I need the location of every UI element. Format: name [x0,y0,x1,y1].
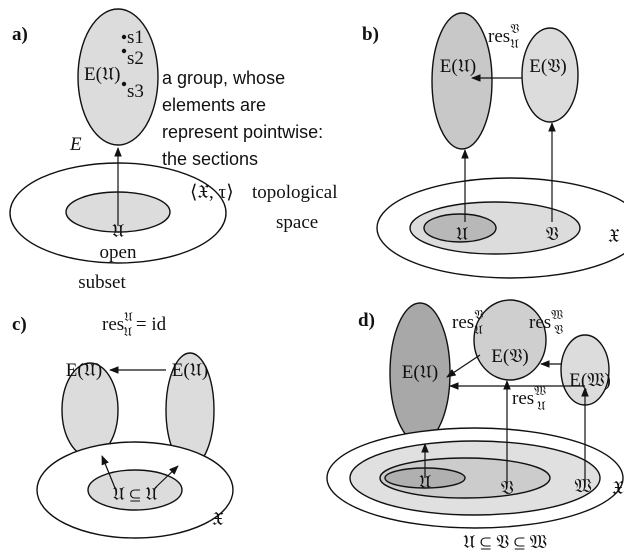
inclusion: 𝔘 ⊆ 𝔘 [112,484,157,505]
res-sub: 𝔘 [474,322,483,337]
fiber-label: E(𝔙) [529,56,566,77]
panel-label: c) [12,314,27,335]
restriction: res𝔚 𝔙 [529,307,563,337]
set-label: 𝔙 [500,478,513,499]
res: res [452,312,474,333]
res: res [488,26,510,47]
fiber-ellipse [431,12,493,150]
space-text: space [276,212,318,233]
fiber-ellipse [521,27,579,123]
res: res [512,388,534,409]
res-sup: 𝔚 [534,383,546,398]
panel-label: a) [12,24,28,45]
panel-a: a) E(𝔘) s1 s2 s3 a group, whose elements… [9,8,337,293]
section-label: s2 [127,48,144,69]
res: res [529,312,551,333]
res-sup: 𝔚 [551,307,563,322]
fiber-label: E(𝔘) [172,360,208,381]
restriction: res𝔙 𝔘 [488,21,519,51]
section-label: s3 [127,81,144,102]
section-dot [121,81,127,87]
set-label: 𝔛 [608,226,620,247]
arrow [154,465,179,489]
panel-label: b) [362,24,379,45]
subset-text: open [100,242,137,263]
space-symbol: ⟨𝔛, τ⟩ [190,182,234,203]
set-ellipse [423,213,497,243]
inclusion: 𝔘 ⊆ 𝔙 ⊆ 𝔚 [463,532,547,553]
panel-d: d) res𝔙 𝔘 res𝔚 𝔙 res𝔚 𝔘 E(𝔘) E(𝔙) E(𝔚) 𝔘 𝔙 … [326,299,624,553]
fiber-label: E(𝔚) [569,370,611,391]
fiber-label: E(𝔙) [491,346,528,367]
restriction: res𝔙 𝔘 [452,307,483,337]
res-sub: 𝔘 [537,398,546,413]
space-label: 𝔛 [212,509,224,530]
fiber-ellipse [77,8,159,146]
fiber-label: E(𝔘) [66,360,102,381]
res-sup: 𝔙 [474,307,483,322]
set-label: 𝔘 [456,224,468,245]
set-label: 𝔙 [545,224,558,245]
set-label: 𝔘 [419,472,431,493]
fiber-ellipse [473,299,547,381]
description: elements are [162,95,266,115]
panel-label: d) [358,310,375,331]
restriction: res𝔚 𝔘 [512,383,546,413]
subset-symbol: 𝔘 [112,221,124,242]
space-text: topological [252,182,337,203]
res-sub: 𝔘 [124,324,133,339]
res-sub: 𝔘 [510,36,519,51]
panel-c: c) res𝔘 𝔘 = id E(𝔘) E(𝔘) 𝔘 ⊆ 𝔘 𝔛 [12,309,234,539]
res-sup: 𝔙 [510,21,519,36]
res-rest: = id [136,314,167,335]
set-label: 𝔚 [574,476,591,497]
arrow [101,455,116,489]
fiber-label: E(𝔘) [84,64,120,85]
res-sup: 𝔘 [124,309,133,324]
description: the sections [162,149,258,169]
arrow [446,354,481,378]
panel-b: b) res𝔙 𝔘 E(𝔘) E(𝔙) 𝔘 𝔙 𝔛 [362,12,624,279]
fiber-label: E(𝔘) [402,362,438,383]
map-label: E [69,134,82,155]
set-label: 𝔛 [612,478,624,499]
section-dot [121,34,127,40]
section-dot [121,48,127,54]
description: a group, whose [162,68,285,88]
fiber-label: E(𝔘) [440,56,476,77]
restriction: res𝔘 𝔘 = id [102,309,167,339]
res-sub: 𝔙 [554,322,563,337]
description: represent pointwise: [162,122,323,142]
res: res [102,314,124,335]
subset-text: subset [78,272,126,293]
section-label: s1 [127,27,144,48]
